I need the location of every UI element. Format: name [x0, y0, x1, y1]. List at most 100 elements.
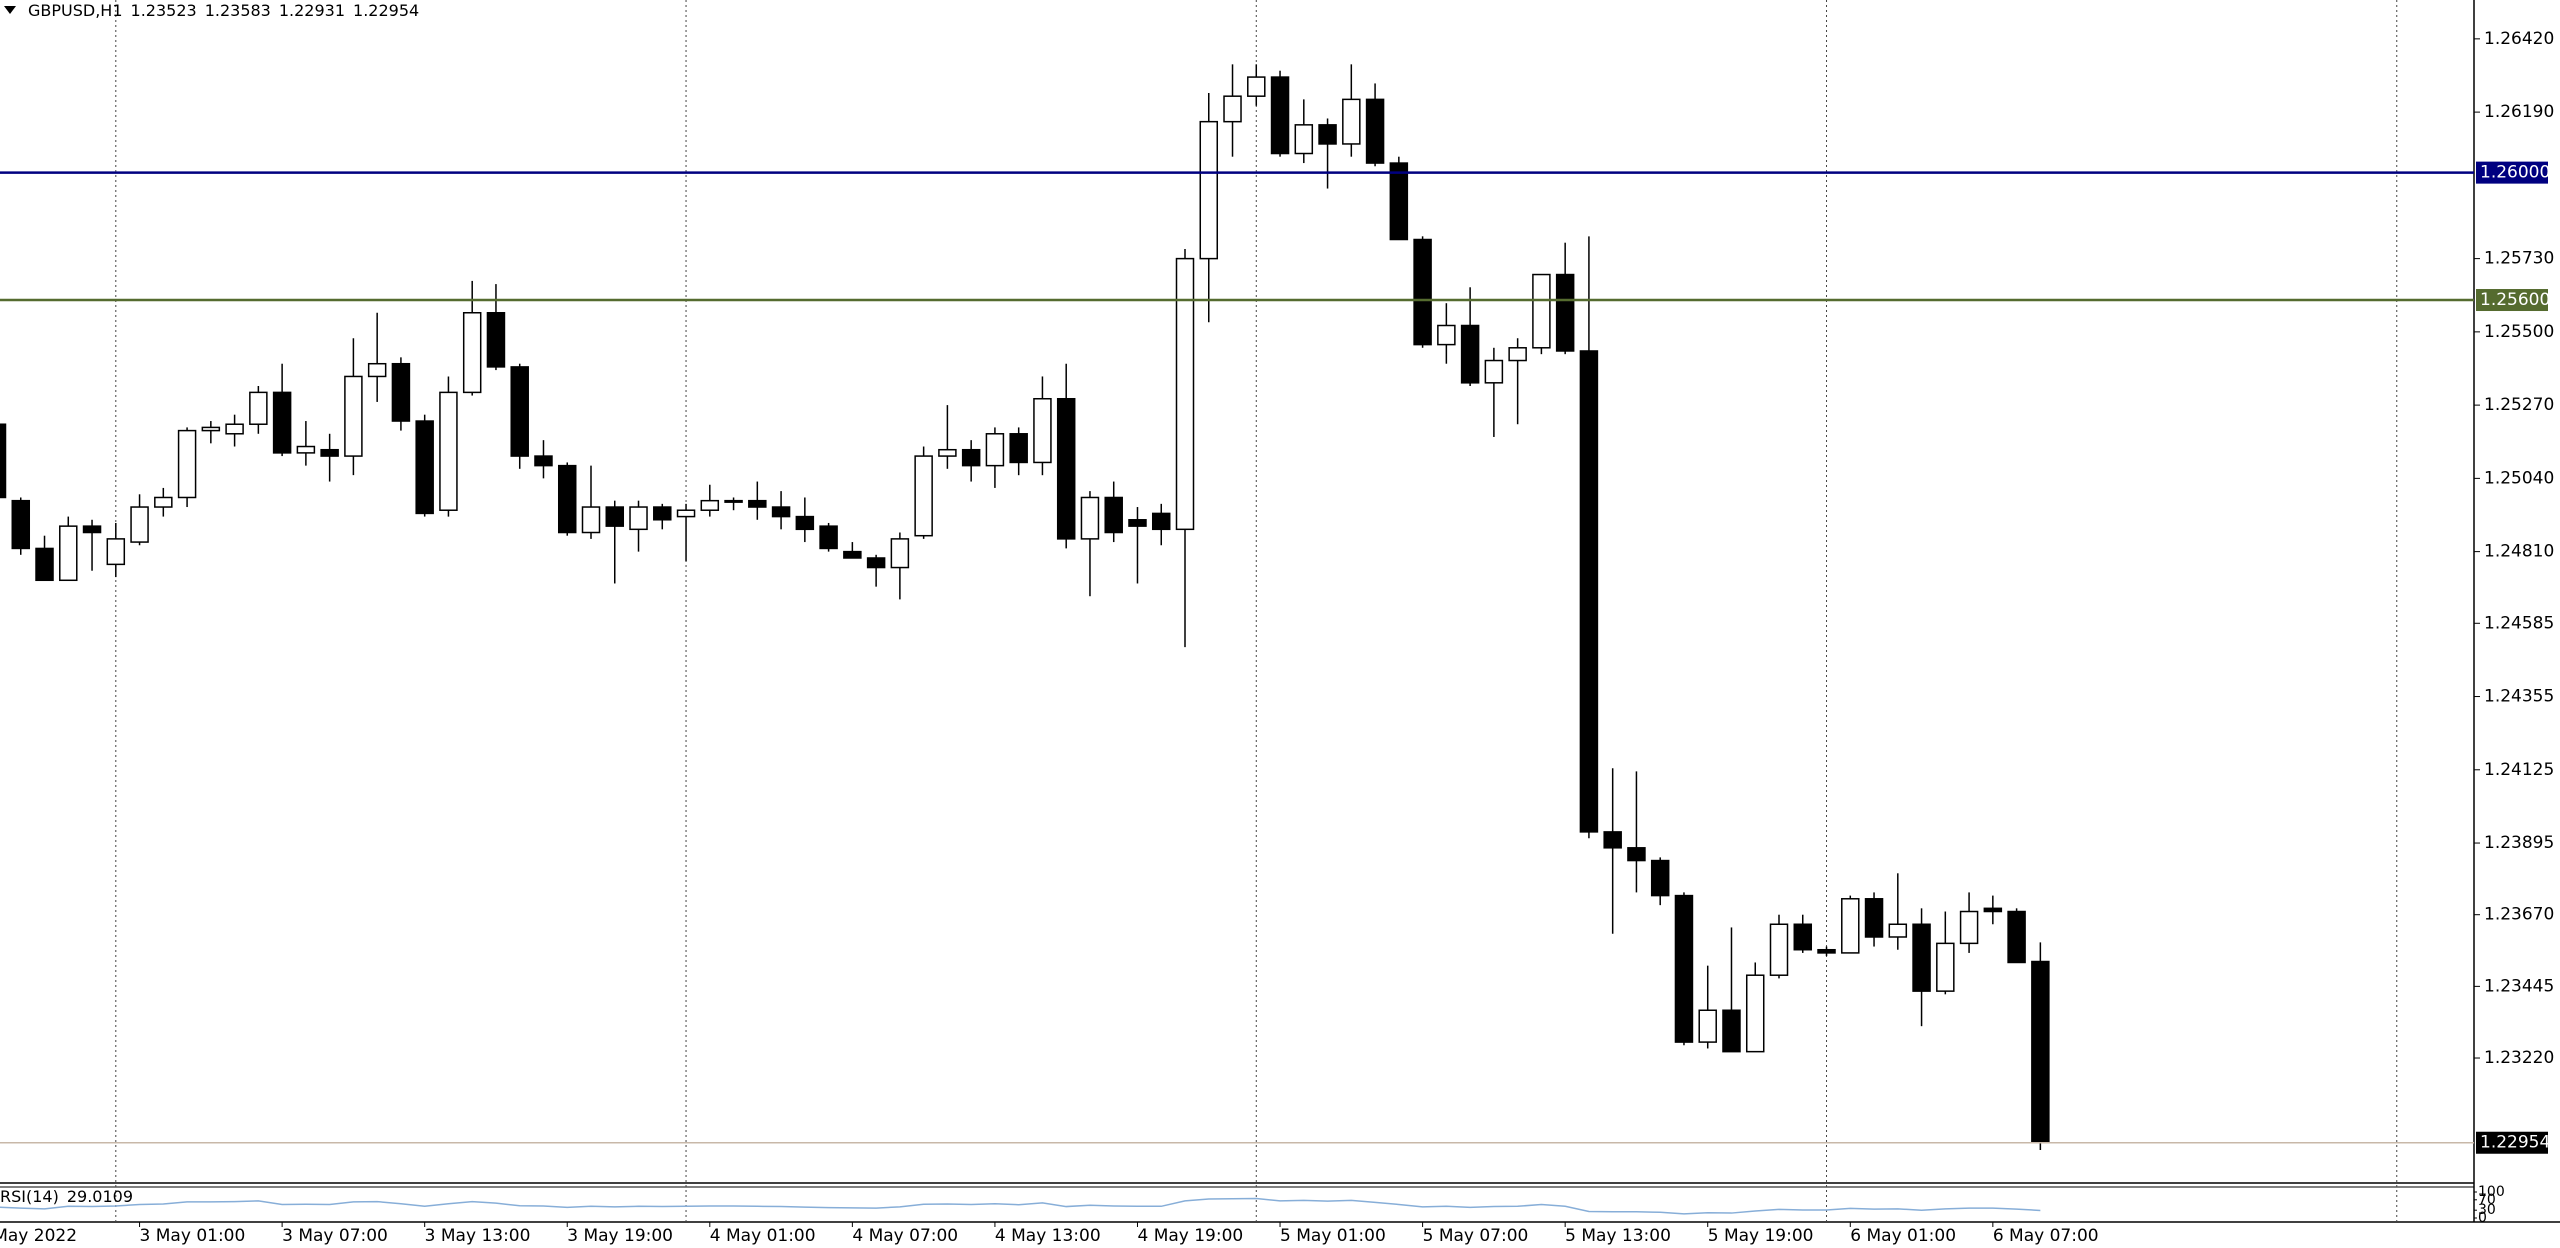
candle-body: [2031, 960, 2050, 1144]
candle-body: [249, 391, 268, 425]
indicator-tick-label: 70: [2478, 1192, 2496, 1208]
candle-body: [1650, 859, 1670, 897]
candle-body: [795, 515, 815, 531]
plot: [0, 64, 2050, 1151]
day-separators: [115, 0, 2398, 1222]
x-tick-label: 6 May 07:00: [1993, 1226, 2099, 1246]
candle-body: [605, 506, 625, 527]
candle-body: [59, 525, 78, 582]
candle-body: [1175, 257, 1195, 531]
candle-body: [201, 426, 221, 432]
candle-body: [177, 429, 197, 499]
candle-body: [1555, 273, 1575, 352]
candle-body: [35, 547, 54, 582]
candle-body: [225, 423, 244, 435]
y-tick-label: 1.23445: [2484, 976, 2554, 996]
candle-body: [653, 506, 672, 521]
candle-body: [320, 448, 339, 457]
candle-body: [1722, 1009, 1741, 1053]
candle-body: [344, 375, 363, 457]
high-value: 1.23583: [204, 0, 271, 20]
indicator-tick-label: 0: [2478, 1210, 2487, 1226]
y-tick-label: 1.25500: [2484, 322, 2554, 342]
candle-body: [1199, 120, 1219, 260]
candle-body: [1841, 898, 1860, 954]
candle-body: [1247, 76, 1266, 97]
candle-body: [439, 391, 458, 511]
candle-body: [1484, 359, 1504, 384]
x-tick-label: 4 May 07:00: [852, 1226, 958, 1246]
candle-body: [1151, 512, 1171, 531]
level-label: 1.25600: [2480, 290, 2550, 310]
indicator-name: RSI(14): [0, 1187, 59, 1206]
candle-body: [272, 391, 292, 454]
x-tick-label: 4 May 01:00: [710, 1226, 816, 1246]
candle-body: [154, 496, 173, 508]
indicator-header: RSI(14) 29.0109: [0, 1187, 133, 1206]
candle-body: [462, 312, 482, 394]
candle-body: [1603, 831, 1622, 849]
candle-body: [1318, 124, 1337, 145]
candle-body: [130, 506, 149, 543]
candle-body: [1104, 496, 1123, 534]
candle-body: [961, 448, 981, 467]
candle-body: [1769, 923, 1789, 976]
x-tick-label: 4 May 19:00: [1137, 1226, 1243, 1246]
y-tick-label: 1.24810: [2484, 542, 2554, 562]
candle-body: [1627, 847, 1646, 862]
y-tick-label: 1.25040: [2484, 468, 2554, 488]
y-tick-label: 1.25730: [2484, 249, 2554, 269]
candle-body: [1080, 496, 1100, 540]
indicator-line: [0, 1197, 2041, 1215]
candle-body: [1959, 910, 1979, 945]
candle-body: [724, 499, 743, 503]
candle-body: [1009, 433, 1028, 464]
level-label: 1.26000: [2480, 163, 2550, 183]
y-tick-label: 1.23220: [2484, 1048, 2554, 1068]
candle-body: [1223, 95, 1242, 123]
candle-body: [1365, 98, 1385, 164]
indicator-value: 29.0109: [66, 1187, 134, 1206]
close-value: 1.22954: [353, 0, 420, 20]
bid-label: 1.22954: [2480, 1133, 2550, 1153]
candle-body: [557, 464, 577, 534]
candle-body: [676, 509, 696, 518]
symbol: GBPUSD,H1: [28, 0, 123, 20]
candle-body: [1437, 324, 1456, 346]
candle-body: [985, 433, 1005, 467]
candle-body: [581, 506, 601, 534]
x-tick-label: 5 May 01:00: [1280, 1226, 1386, 1246]
candle-body: [1745, 974, 1765, 1053]
candle-body: [1532, 273, 1551, 349]
candle-body: [1888, 923, 1908, 938]
candle-body: [1674, 894, 1694, 1043]
candle-body: [534, 455, 553, 467]
candle-body: [11, 499, 31, 550]
candle-body: [1793, 923, 1813, 951]
candle-body: [1294, 124, 1314, 155]
y-tick-label: 1.26420: [2484, 29, 2554, 49]
open-value: 1.23523: [130, 0, 197, 20]
candle-body: [629, 506, 648, 531]
low-value: 1.22931: [278, 0, 346, 20]
candle-body: [938, 448, 957, 457]
candle-body: [1270, 76, 1290, 155]
level-label-box: [2476, 161, 2548, 184]
y-tick-label: 1.24585: [2484, 613, 2554, 633]
candle-body: [1864, 898, 1884, 938]
candle-body: [391, 362, 411, 422]
y-tick-label: 1.26190: [2484, 102, 2554, 122]
candle-body: [296, 445, 316, 454]
candle-body: [415, 420, 434, 515]
x-tick-label: 4 May 13:00: [995, 1226, 1101, 1246]
y-tick-label: 1.23670: [2484, 905, 2554, 925]
collapse-icon[interactable]: [4, 6, 16, 14]
candle-body: [1033, 397, 1052, 464]
candle-body: [914, 455, 933, 537]
candle-body: [1389, 162, 1409, 241]
x-tick-label: 5 May 07:00: [1423, 1226, 1529, 1246]
candle-body: [1698, 1009, 1717, 1043]
candle-body: [82, 525, 102, 534]
